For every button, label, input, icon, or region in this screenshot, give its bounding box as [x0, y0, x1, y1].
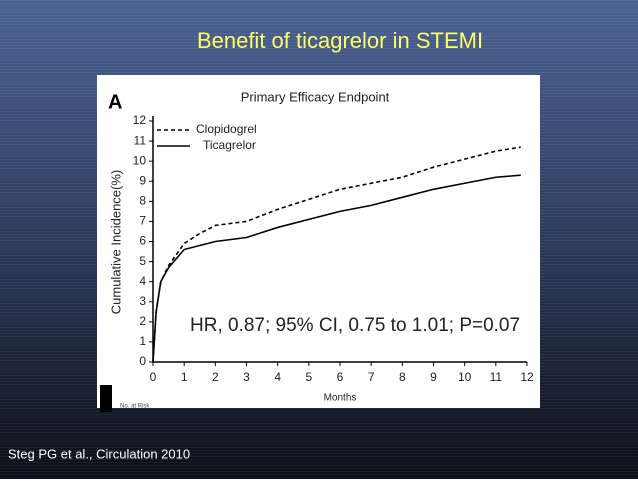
y-tick-label: 2 — [139, 314, 146, 328]
legend-label: Clopidogrel — [196, 122, 257, 136]
y-tick-label: 11 — [134, 133, 147, 147]
y-tick-label: 6 — [139, 234, 146, 248]
y-tick-label: 9 — [139, 173, 146, 187]
y-tick-label: 8 — [139, 194, 146, 208]
panel-label: A — [108, 91, 122, 113]
x-tick-label: 5 — [305, 370, 312, 384]
y-tick-label: 1 — [139, 334, 146, 348]
legend-label: Ticagrelor — [203, 138, 256, 152]
marker-block — [100, 385, 112, 412]
citation: Steg PG et al., Circulation 2010 — [8, 446, 190, 461]
annotation: HR, 0.87; 95% CI, 0.75 to 1.01; P=0.07 — [190, 315, 520, 336]
y-tick-label: 3 — [139, 294, 146, 308]
x-tick-label: 8 — [399, 370, 406, 384]
x-tick-label: 11 — [490, 370, 503, 384]
x-tick-label: 0 — [150, 370, 157, 384]
y-tick-label: 10 — [133, 153, 147, 167]
x-axis-label: Months — [324, 393, 357, 404]
slide-title: Benefit of ticagrelor in STEMI — [197, 28, 483, 53]
chart-panel — [97, 75, 540, 408]
y-tick-label: 7 — [139, 214, 146, 228]
x-tick-label: 3 — [243, 370, 250, 384]
y-axis-label: Cumulative Incidence(%) — [108, 170, 123, 315]
x-tick-label: 4 — [274, 370, 281, 384]
y-tick-label: 0 — [139, 354, 146, 368]
x-tick-label: 6 — [337, 370, 344, 384]
x-tick-label: 2 — [212, 370, 219, 384]
y-tick-label: 4 — [139, 274, 146, 288]
x-tick-label: 10 — [458, 370, 472, 384]
x-tick-label: 1 — [181, 370, 188, 384]
y-tick-label: 5 — [139, 254, 146, 268]
x-tick-label: 9 — [430, 370, 437, 384]
x-tick-label: 12 — [520, 370, 534, 384]
x-tick-label: 7 — [368, 370, 375, 384]
chart-title: Primary Efficacy Endpoint — [241, 89, 390, 104]
footer-label: No. at Risk — [120, 404, 150, 410]
y-tick-label: 12 — [133, 113, 147, 127]
series-line — [152, 174, 521, 363]
